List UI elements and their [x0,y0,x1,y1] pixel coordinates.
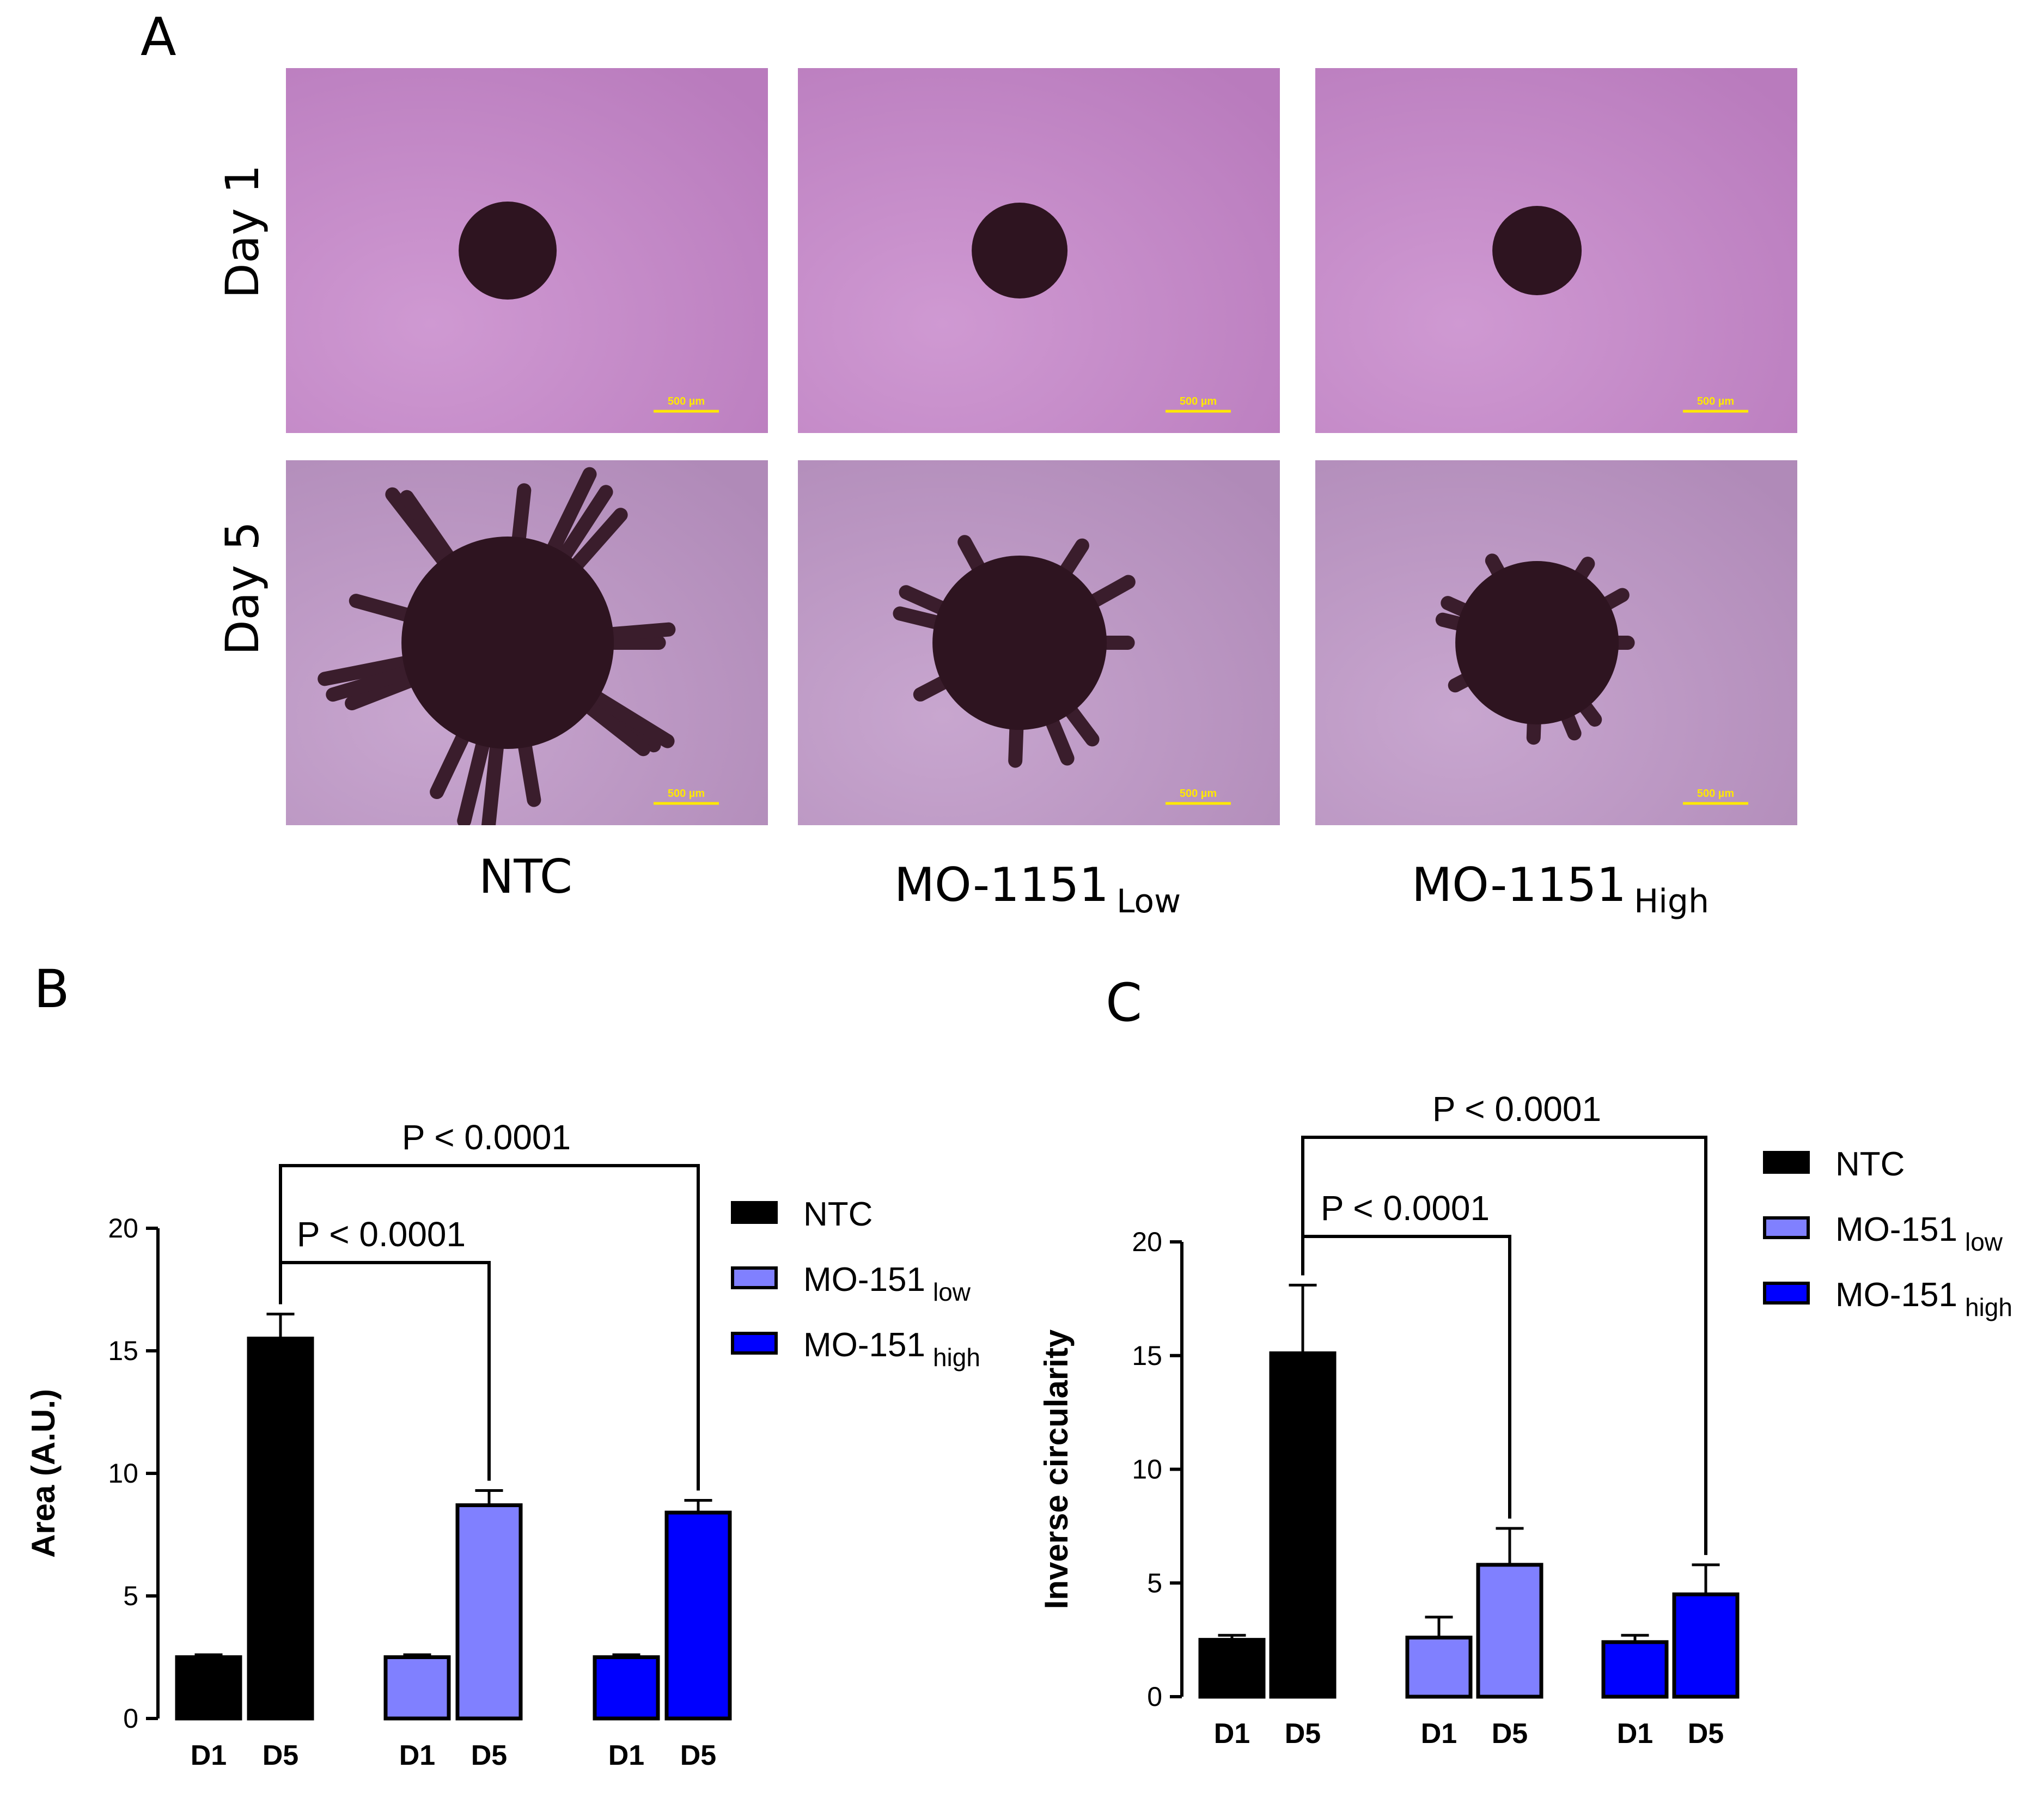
legend-label: MO-151 low [1835,1211,2003,1256]
row-label-day-5: Day 5 [216,521,269,656]
panel-letter-b: B [34,959,70,1020]
legend-swatch [1763,1216,1810,1239]
x-category-label: D1 [1617,1718,1653,1750]
bar-mo-151-low-d5 [455,1503,523,1721]
y-tick-label: 5 [123,1581,138,1611]
x-category-label: D1 [191,1740,227,1771]
micrograph-day1-col1: 500 µm [286,68,768,433]
legend-label: MO-151 high [803,1326,980,1372]
legend-swatch [731,1332,778,1355]
x-category-label: D1 [608,1740,644,1771]
column-label-subscript: Low [1116,882,1181,921]
micrograph-image: 500 µm [1315,460,1797,825]
y-tick-label: 15 [1132,1340,1162,1371]
column-label-mo1151-high: MO-1151 High [1412,858,1709,921]
legend-label: MO-151 low [803,1261,971,1306]
row-label-day-1: Day 1 [216,164,269,299]
legend-label: NTC [1835,1145,1905,1183]
bar-ntc-d1 [1198,1638,1266,1699]
x-category-label: D1 [1214,1718,1250,1750]
bar-mo-151-high-d1 [1601,1640,1669,1699]
legend-swatch [1763,1282,1810,1305]
x-category-label: D5 [1688,1718,1724,1750]
column-label-subscript: High [1634,882,1710,921]
legend-swatch [731,1266,778,1289]
micrograph-image: 500 µm [286,68,768,433]
micrograph-image: 500 µm [798,460,1280,825]
x-category-label: D5 [1285,1718,1321,1750]
micrograph-day5-col2: 500 µm [798,460,1280,825]
scale-bar-label: 500 µm [1697,395,1734,407]
scale-bar-label: 500 µm [1697,788,1734,800]
x-category-label: D5 [263,1740,298,1771]
scale-bar-label: 500 µm [668,395,705,407]
spheroid [932,556,1107,730]
y-tick-label: 20 [1132,1227,1162,1257]
y-tick-label: 20 [108,1213,138,1244]
p-value-label: P < 0.0001 [1432,1089,1601,1129]
bar-mo-151-high-d5 [664,1510,732,1721]
micrograph-image: 500 µm [1315,68,1797,433]
spheroid [459,202,557,300]
micrograph-day5-col3: 500 µm [1315,460,1797,825]
y-tick-label: 10 [108,1458,138,1489]
y-tick-label: 0 [123,1703,138,1734]
p-value-label: P < 0.0001 [1321,1188,1490,1228]
spheroid [1492,206,1582,295]
panel-letter-a: A [141,7,176,68]
micrograph-day5-col1: 500 µm [286,460,768,825]
bar-ntc-d5 [1269,1351,1337,1699]
legend-label: MO-151 high [1835,1276,2012,1321]
y-tick-label: 0 [1147,1681,1162,1712]
significance-bracket [279,1164,700,1491]
y-tick-label: 10 [1132,1454,1162,1485]
spheroid [1455,561,1619,724]
bar-mo-151-low-d1 [1405,1635,1473,1699]
bar-mo-151-low-d5 [1476,1563,1543,1699]
legend-swatch [731,1201,778,1224]
bar-mo-151-low-d1 [383,1655,451,1721]
x-category-label: D5 [1492,1718,1528,1750]
column-label-mo1151-low: MO-1151 Low [894,858,1181,921]
micrograph-image: 500 µm [286,460,768,825]
column-label-name: MO-1151 [894,858,1109,912]
scale-bar-label: 500 µm [668,788,705,800]
significance-bracket [1301,1136,1707,1555]
y-tick-label: 5 [1147,1568,1162,1598]
x-category-label: D5 [471,1740,507,1771]
micrograph-day1-col3: 500 µm [1315,68,1797,433]
column-label-name: MO-1151 [1411,858,1627,912]
legend-swatch [1763,1151,1810,1174]
x-category-label: D1 [1421,1718,1457,1750]
x-category-label: D1 [399,1740,435,1771]
column-label-name: NTC [479,850,572,904]
column-label-ntc: NTC [479,850,572,904]
x-category-label: D5 [680,1740,716,1771]
area-bar-chart: Area (A.U.) 0 5 10 15 20 D1 D5 D1 D5 D1 D5 P < 0.000… [25,1118,980,1771]
p-value-label: P < 0.0001 [297,1215,466,1254]
panel-letter-c: C [1106,972,1143,1033]
y-tick-label: 15 [108,1336,138,1366]
p-value-label: P < 0.0001 [402,1118,571,1157]
scale-bar-label: 500 µm [1180,788,1217,800]
legend-label: NTC [803,1196,872,1233]
inverse-circularity-bar-chart: Inverse circularity 0 5 10 15 20 D1 D5 D1 D5 D1 D5 P… [1038,1089,2012,1750]
y-axis-label: Inverse circularity [1038,1329,1075,1609]
bar-ntc-d1 [175,1655,242,1721]
bar-mo-151-high-d1 [593,1655,660,1721]
bar-ntc-d5 [247,1337,314,1721]
y-axis-label: Area (A.U.) [25,1389,62,1558]
micrograph-image: 500 µm [798,68,1280,433]
bar-mo-151-high-d5 [1672,1592,1740,1699]
micrograph-day1-col2: 500 µm [798,68,1280,433]
spheroid [401,537,614,749]
scale-bar-label: 500 µm [1180,395,1217,407]
spheroid [972,203,1068,298]
